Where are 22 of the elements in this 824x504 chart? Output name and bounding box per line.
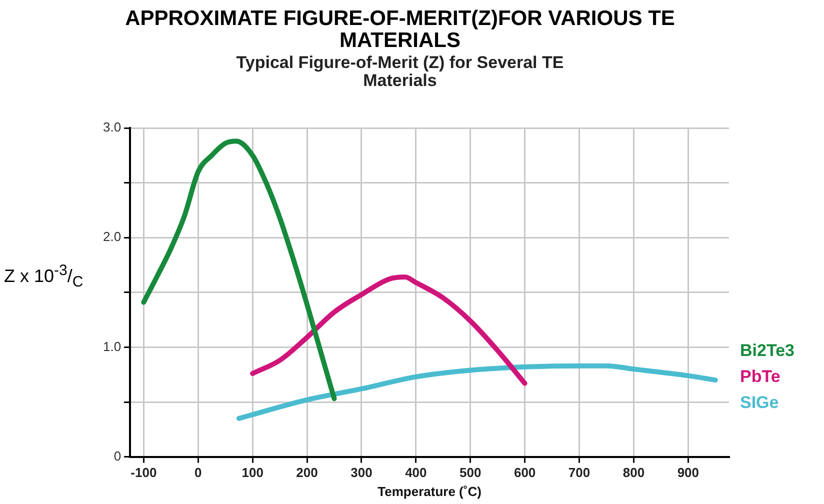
- series-label: SIGe: [740, 392, 780, 414]
- y-tick-label: 1.0: [102, 338, 122, 354]
- text: PbTe: [740, 366, 782, 388]
- chart-title: APPROXIMATE FIGURE-OF-MERIT(Z)FOR VARIOUS TE MATERIALS: [124, 7, 676, 52]
- chart-subtitle: Typical Figure-of-Merit (Z) for Several TE Materials: [235, 53, 565, 90]
- x-tick-label: 200: [296, 465, 318, 480]
- x-tick-label: -100: [130, 465, 157, 480]
- x-tick-label: 0: [194, 465, 202, 480]
- text: Bi2Te3: [740, 340, 794, 362]
- x-tick-label: 100: [242, 465, 264, 480]
- x-tick-label: 800: [622, 465, 645, 480]
- x-tick-label: 900: [677, 465, 700, 480]
- x-axis-title: Temperature (˚C): [378, 484, 482, 499]
- y-tick-label: 3.0: [102, 120, 122, 135]
- x-tick-label: 700: [568, 465, 590, 480]
- y-tick-label: 0: [114, 448, 122, 464]
- x-tick-label: 500: [460, 465, 482, 480]
- x-tick-label: 600: [514, 465, 536, 480]
- x-tick-label: 300: [350, 465, 372, 480]
- y-tick-label: 2.0: [102, 229, 122, 244]
- y-axis-title: Z x 10$^{-3}$/$_{C}$: [4, 262, 84, 291]
- x-tick-label: 400: [405, 465, 427, 480]
